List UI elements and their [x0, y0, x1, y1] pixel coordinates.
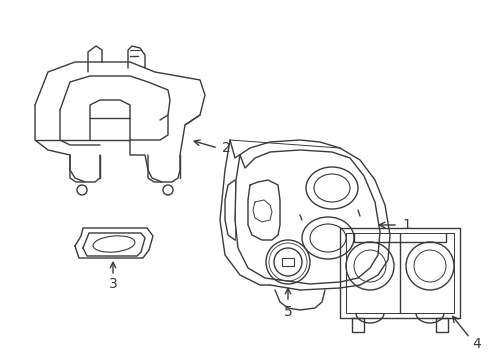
Text: 2: 2 [222, 141, 230, 155]
Text: 1: 1 [401, 218, 410, 232]
Text: 5: 5 [283, 305, 292, 319]
Bar [282, 258, 293, 266]
Text: 4: 4 [471, 337, 480, 351]
Text: 3: 3 [108, 277, 117, 291]
